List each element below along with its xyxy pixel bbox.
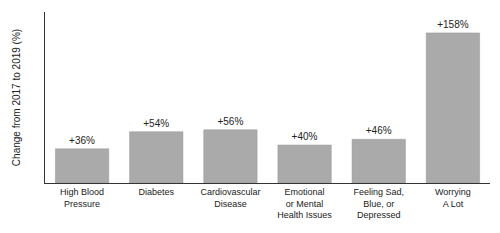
svg-text:Feeling Sad,Blue, orDepressed: Feeling Sad,Blue, orDepressed <box>353 187 404 220</box>
svg-text:+40%: +40% <box>292 131 318 142</box>
svg-text:CardiovascularDisease: CardiovascularDisease <box>200 187 260 209</box>
svg-text:Emotionalor MentalHealth Issue: Emotionalor MentalHealth Issues <box>277 187 332 220</box>
svg-text:High BloodPressure: High BloodPressure <box>60 187 104 209</box>
svg-text:+56%: +56% <box>217 116 243 127</box>
svg-text:WorryingA Lot: WorryingA Lot <box>435 187 471 209</box>
svg-text:+36%: +36% <box>69 135 95 146</box>
svg-text:Diabetes: Diabetes <box>138 187 174 197</box>
svg-text:+54%: +54% <box>143 118 169 129</box>
svg-text:+46%: +46% <box>366 125 392 136</box>
svg-text:Change from 2017 to 2019 (%): Change from 2017 to 2019 (%) <box>11 29 22 166</box>
svg-text:+158%: +158% <box>437 19 469 30</box>
